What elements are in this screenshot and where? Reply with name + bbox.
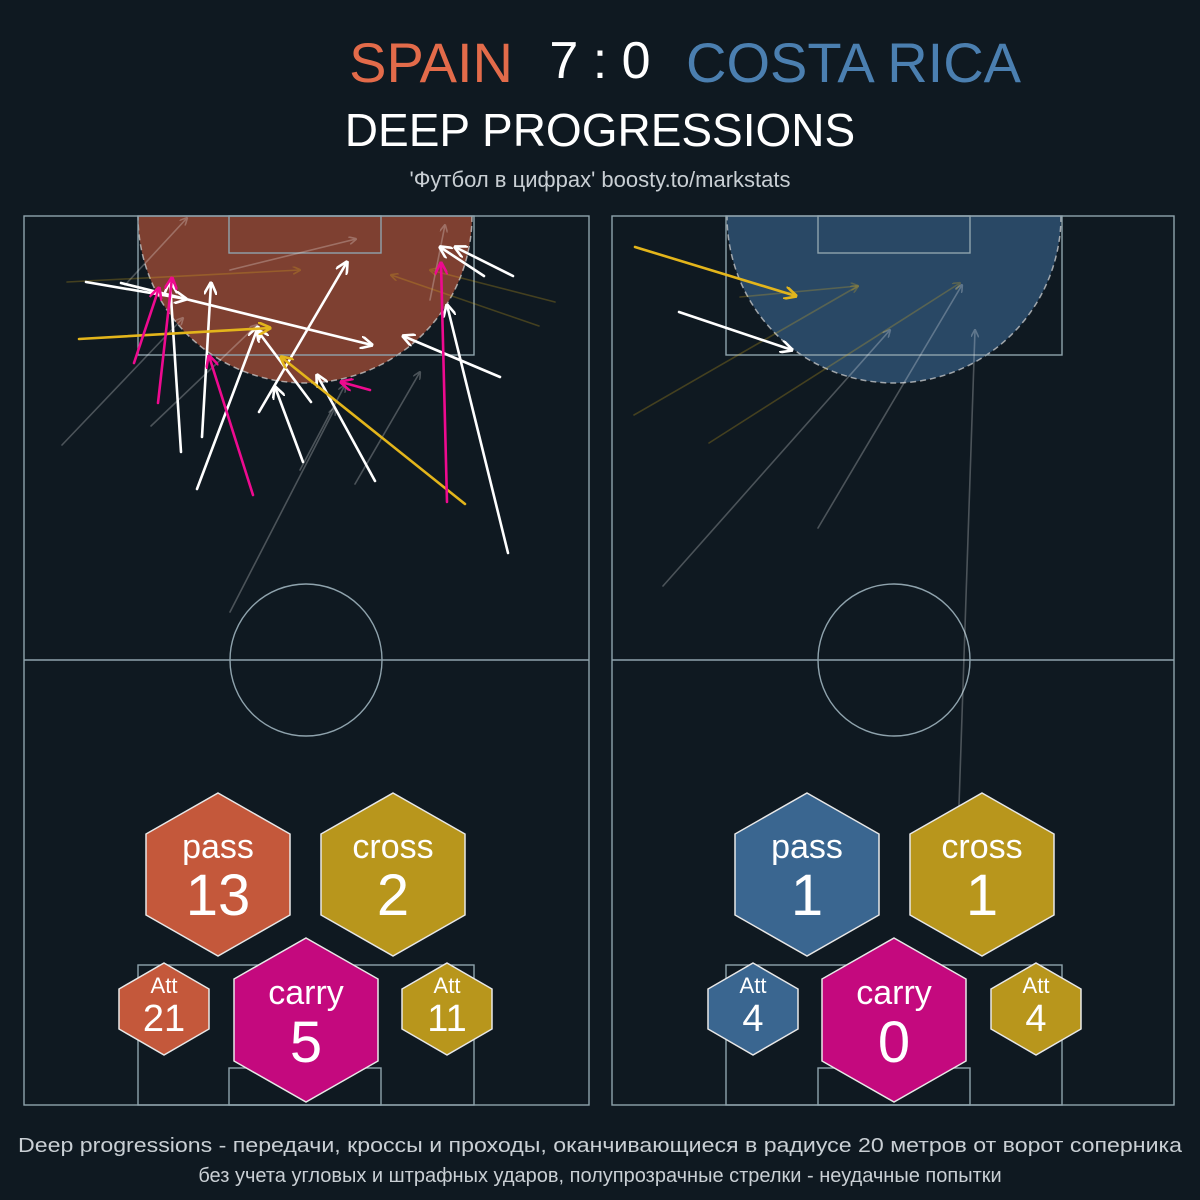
home-carry-count: 5 (290, 1010, 322, 1075)
home-cross-att-hex: Att 11 (401, 962, 493, 1056)
home-carry-arrow-17 (209, 356, 255, 497)
footer-note-line1: Deep progressions - передачи, кроссы и п… (18, 1135, 1183, 1157)
away-cross-count: 1 (966, 863, 998, 928)
away-carry-count: 0 (878, 1010, 910, 1075)
away-pass-att-hex: Att 4 (707, 962, 799, 1056)
away-cross-att-label: Att (1023, 973, 1050, 998)
home-goal-zone (137, 216, 473, 384)
home-pass-att-hex: Att 21 (118, 962, 210, 1056)
home-pass-arrow-20 (229, 408, 335, 613)
match-score: 7 : 0 (549, 32, 650, 90)
home-pass-arrow-25 (299, 385, 345, 471)
away-pass-arrow-3 (817, 285, 962, 529)
home-arrows (61, 218, 556, 613)
home-cross-arrow-14 (281, 357, 467, 506)
away-cross-label: cross (941, 828, 1022, 866)
away-cross-att-count: 4 (1025, 998, 1046, 1040)
home-pass-count: 13 (186, 863, 251, 928)
credit-text: 'Футбол в цифрах' boosty.to/markstats (410, 167, 791, 192)
home-team-name: SPAIN (349, 31, 513, 94)
home-pass-arrow-22 (150, 325, 257, 427)
home-cross-label: cross (352, 828, 433, 866)
home-pass-arrow-4 (119, 281, 372, 345)
home-carry-arrow-19 (341, 382, 372, 390)
away-pass-label: pass (771, 828, 843, 866)
away-cross-arrow-6 (708, 283, 960, 444)
chart-title: DEEP PROGRESSIONS (345, 104, 855, 156)
home-pass-att-label: Att (151, 973, 178, 998)
away-team-name: COSTA RICA (686, 31, 1022, 94)
away-pass-arrow-2 (662, 330, 890, 587)
home-cross-arrow-29 (430, 270, 556, 303)
home-carry-arrow-18 (441, 263, 449, 504)
away-cross-att-hex: Att 4 (990, 962, 1082, 1056)
home-pass-arrow-1 (403, 336, 502, 379)
away-carry-label: carry (856, 974, 932, 1012)
home-cross-arrow-28 (66, 270, 300, 283)
home-pass-arrow-8 (195, 327, 258, 491)
home-pass-arrow-24 (229, 239, 356, 271)
home-pass-att-count: 21 (143, 998, 185, 1040)
home-pitch (23, 215, 590, 1106)
home-cross-arrow-13 (77, 328, 270, 341)
home-cross-count: 2 (377, 863, 409, 928)
away-cross-arrow-5 (633, 286, 858, 416)
away-pass-arrow-4 (957, 330, 975, 836)
home-pass-arrow-6 (170, 282, 183, 454)
home-carry-hex: carry 5 (233, 937, 379, 1103)
away-carry-hex: carry 0 (821, 937, 967, 1103)
away-pass-att-label: Att (740, 973, 767, 998)
home-pass-arrow-0 (447, 305, 510, 555)
footer-note-line2: без учета угловых и штрафных ударов, пол… (198, 1165, 1001, 1187)
away-goal-zone (726, 216, 1062, 384)
home-pass-arrow-11 (317, 375, 377, 483)
home-pass-hex: pass 13 (145, 792, 291, 957)
home-pass-arrow-12 (275, 387, 305, 464)
away-arrows (633, 245, 975, 836)
home-pass-arrow-2 (455, 247, 515, 278)
home-cross-att-count: 11 (427, 998, 466, 1040)
home-pass-arrow-21 (61, 318, 183, 446)
home-carry-label: carry (268, 974, 344, 1012)
home-cross-att-label: Att (434, 973, 461, 998)
away-pass-arrow-0 (677, 310, 792, 350)
away-cross-arrow-1 (633, 245, 796, 296)
away-pass-count: 1 (791, 863, 823, 928)
away-pass-att-count: 4 (742, 998, 763, 1040)
away-cross-hex: cross 1 (909, 792, 1055, 957)
home-cross-hex: cross 2 (320, 792, 466, 957)
home-pass-label: pass (182, 828, 254, 866)
home-cross-arrow-30 (391, 275, 540, 327)
home-pass-arrow-3 (440, 247, 486, 278)
away-pass-hex: pass 1 (734, 792, 880, 957)
home-carry-arrow-15 (132, 288, 159, 365)
home-carry-arrow-16 (156, 278, 172, 405)
home-pass-arrow-23 (124, 218, 187, 286)
